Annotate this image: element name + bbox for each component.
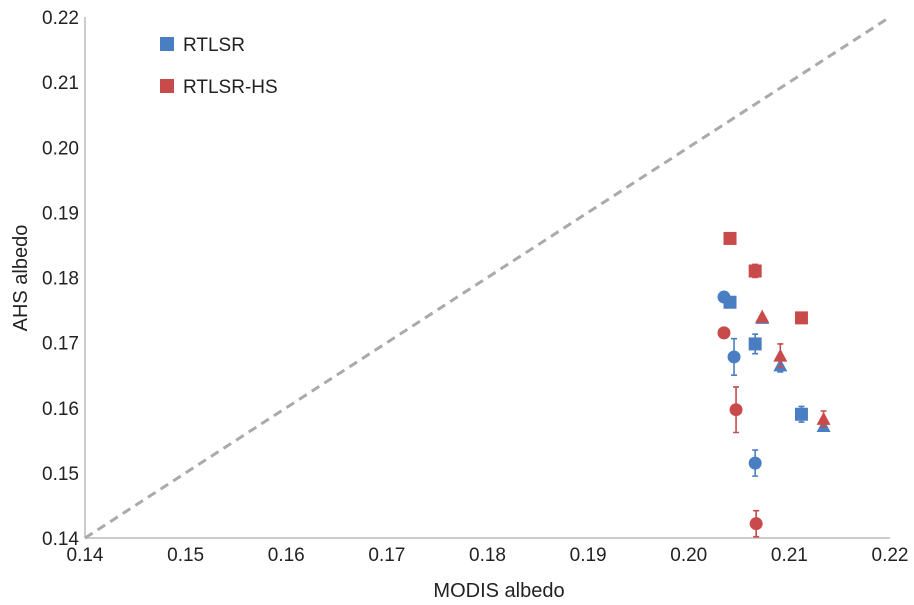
data-point-rtlsr-hs (717, 326, 731, 340)
axes (84, 17, 890, 539)
data-points (717, 231, 831, 538)
data-point-rtlsr-hs (723, 231, 737, 245)
y-tick-label: 0.15 (42, 464, 79, 485)
y-tick-label: 0.16 (42, 399, 79, 420)
data-point-rtlsr (748, 333, 762, 355)
data-point-rtlsr-hs (749, 509, 763, 538)
square-marker (748, 337, 762, 351)
x-axis-title: MODIS albedo (433, 580, 564, 602)
data-point-rtlsr (727, 337, 741, 376)
y-tick-label: 0.17 (42, 334, 79, 355)
circle-marker (729, 403, 743, 417)
legend-swatch-rtlsr-hs (160, 79, 174, 93)
triangle-marker (773, 348, 788, 362)
legend-swatch-rtlsr (160, 37, 174, 51)
circle-marker (749, 517, 763, 531)
legend-label-rtlsr-hs: RTLSR-HS (183, 77, 278, 98)
data-point-rtlsr (794, 405, 808, 423)
triangle-marker (816, 411, 831, 425)
x-tick-label: 0.20 (670, 545, 707, 566)
circle-marker (748, 456, 762, 470)
x-tick-label: 0.16 (268, 545, 305, 566)
x-tick-label: 0.14 (67, 545, 104, 566)
x-tick-labels: 0.14 0.15 0.16 0.17 0.18 0.19 0.20 0.21 0.22 (67, 545, 909, 566)
triangle-marker (755, 309, 770, 323)
y-tick-labels: 0.14 0.15 0.16 0.17 0.18 0.19 0.20 0.21 0.22 (42, 8, 79, 550)
y-tick-label: 0.18 (42, 269, 79, 290)
y-tick-label: 0.20 (42, 138, 79, 159)
square-marker (794, 311, 808, 325)
x-tick-label: 0.21 (771, 545, 808, 566)
square-marker (794, 407, 808, 421)
x-tick-label: 0.22 (872, 545, 909, 566)
data-point-rtlsr-hs (816, 410, 831, 428)
circle-marker (717, 326, 731, 340)
data-point-rtlsr-hs (729, 386, 743, 434)
data-point-rtlsr-hs (755, 309, 770, 323)
x-tick-label: 0.18 (469, 545, 506, 566)
x-tick-label: 0.17 (368, 545, 405, 566)
one-to-one-reference-line (84, 15, 891, 540)
circle-marker (727, 350, 741, 364)
data-point-rtlsr-hs (794, 311, 808, 325)
data-point-rtlsr-hs (773, 343, 788, 369)
data-point-rtlsr (748, 449, 762, 477)
legend-label-rtlsr: RTLSR (183, 35, 245, 56)
square-marker (723, 231, 737, 245)
square-marker (723, 295, 737, 309)
y-axis-title: AHS albedo (10, 225, 32, 332)
y-tick-label: 0.14 (42, 529, 79, 550)
data-point-rtlsr (723, 295, 737, 309)
data-point-rtlsr-hs (748, 263, 762, 279)
y-tick-label: 0.22 (42, 8, 79, 29)
legend: RTLSR RTLSR-HS (160, 35, 278, 98)
square-marker (748, 264, 762, 278)
x-tick-label: 0.15 (167, 545, 204, 566)
y-tick-label: 0.21 (42, 73, 79, 94)
y-tick-label: 0.19 (42, 203, 79, 224)
x-tick-label: 0.19 (570, 545, 607, 566)
